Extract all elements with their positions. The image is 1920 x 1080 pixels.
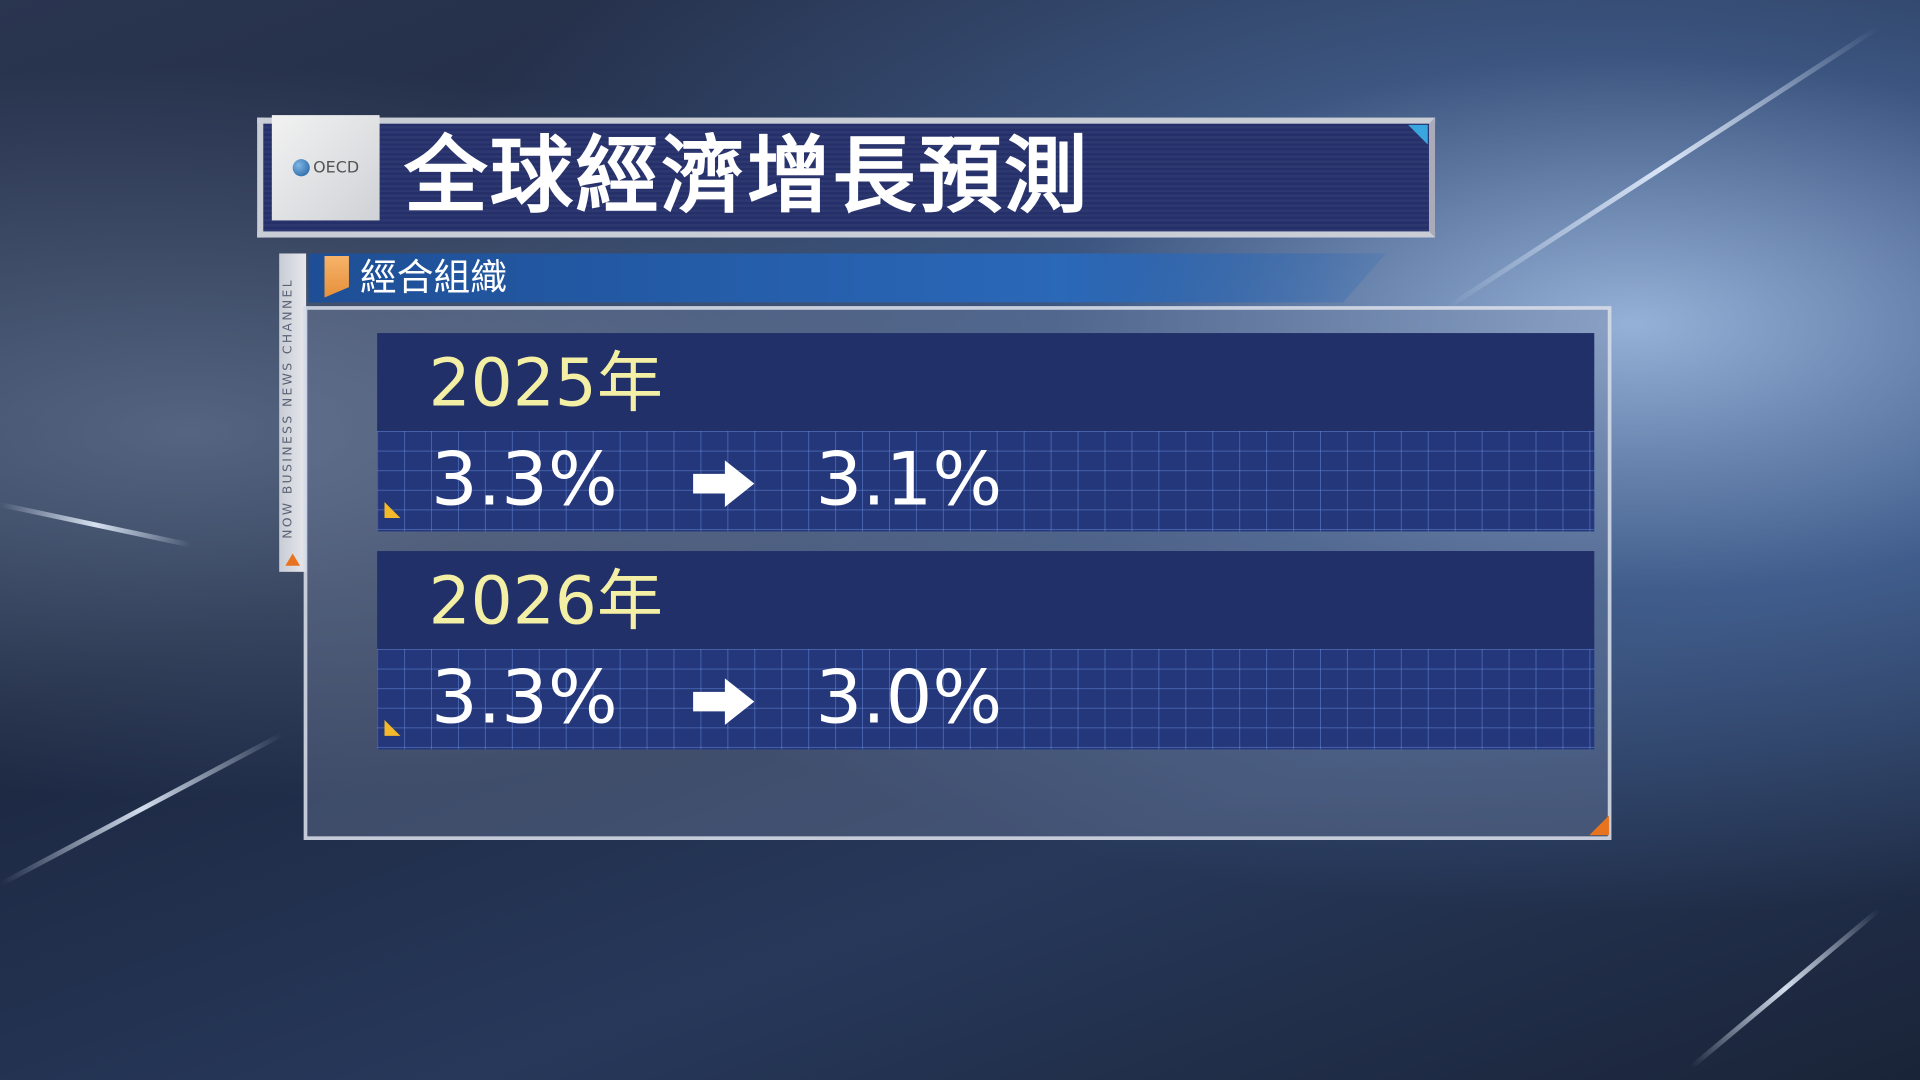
- forecast-year: 2026年: [428, 562, 663, 640]
- light-beam: [0, 502, 192, 548]
- right-arrow-icon: [693, 460, 755, 507]
- current-value: 3.1%: [815, 437, 1003, 523]
- subtitle: 經合組織: [360, 257, 507, 301]
- corner-accent: [1408, 124, 1428, 145]
- forecast-card-2025: 2025年 3.3% 3.1%: [377, 333, 1595, 532]
- yellow-triangle-icon: [384, 720, 401, 736]
- right-arrow-icon: [693, 678, 755, 725]
- yellow-triangle-icon: [384, 502, 401, 518]
- card-header: [377, 333, 1595, 432]
- light-beam: [0, 732, 284, 886]
- corner-accent: [1589, 815, 1609, 836]
- oecd-logo: OECD: [271, 115, 380, 221]
- orange-triangle-icon: [285, 553, 301, 566]
- subtitle-bar: [308, 253, 1387, 303]
- light-beam: [1689, 907, 1881, 1070]
- channel-label: NOW BUSINESS NEWS CHANNEL: [281, 277, 296, 539]
- previous-value: 3.3%: [431, 437, 618, 523]
- forecast-year: 2025年: [428, 344, 663, 422]
- current-value: 3.0%: [815, 655, 1003, 741]
- light-beam: [1444, 26, 1879, 311]
- previous-value: 3.3%: [431, 655, 618, 741]
- logo-text: OECD: [313, 158, 360, 177]
- oecd-globe-icon: [292, 159, 310, 177]
- title-bar: [257, 117, 1436, 238]
- page-title: 全球經濟增長預測: [404, 128, 1090, 226]
- forecast-card-2026: 2026年 3.3% 3.0%: [377, 551, 1595, 750]
- card-grid: [377, 648, 1595, 750]
- channel-strip: [279, 253, 307, 572]
- card-grid: [377, 431, 1595, 532]
- card-header: [377, 551, 1595, 649]
